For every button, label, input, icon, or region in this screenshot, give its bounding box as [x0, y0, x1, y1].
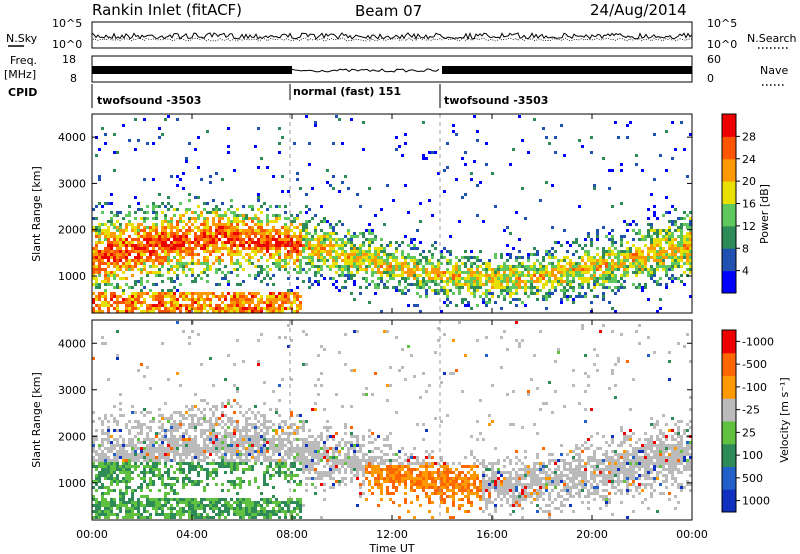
cpid-row: CPID twofsound -3503 normal (fast) 151 t… — [8, 84, 548, 108]
nave-tick-bottom: 0 — [707, 72, 714, 85]
power-colorbar-label: Power [dB] — [758, 184, 771, 244]
cpid-segment-3: twofsound -3503 — [444, 94, 548, 107]
velocity-colorbar-swatch-0 — [722, 489, 736, 513]
power-colorbar-swatch-2 — [722, 225, 736, 249]
power-colorbar-swatch-4 — [722, 181, 736, 204]
power-ylabel: Slant Range [km] — [30, 166, 43, 262]
noise-panel: N.Sky 10^5 10^0 10^5 10^0 N.Search — [6, 17, 797, 51]
freq-tick-top: 18 — [62, 53, 76, 66]
velocity-colorbar-swatch-1 — [722, 466, 736, 490]
x-axis-label: Time UT — [368, 542, 414, 554]
power-colorbar: 4 8 12 16 20 24 28 — [721, 113, 756, 294]
power-ytick-1: 2000 — [58, 224, 86, 237]
velocity-panel: 1000 2000 3000 4000 Slant Range [km] 1000 50… — [30, 114, 791, 554]
x-tick-0: 00:00 — [76, 528, 108, 541]
velocity-ytick-0: 1000 — [58, 477, 86, 490]
velocity-ytick-1: 2000 — [58, 430, 86, 443]
power-colorbar-tick-5: 24 — [742, 153, 756, 166]
velocity-colorbar-tick-4: -25 — [742, 404, 760, 417]
velocity-ytick-2: 3000 — [58, 384, 86, 397]
noise-right-tick-bottom: 10^0 — [707, 38, 737, 51]
power-colorbar-swatch-1 — [722, 248, 736, 272]
power-panel: 1000 2000 3000 4000 Slant Range [km] 4 8 12 16… — [30, 113, 771, 314]
beam-title: Beam 07 — [355, 2, 422, 20]
power-colorbar-tick-4: 20 — [742, 175, 756, 188]
cpid-segment-2: normal (fast) 151 — [293, 85, 401, 98]
power-colorbar-swatch-3 — [722, 203, 736, 227]
power-ytick-0: 1000 — [58, 270, 86, 283]
velocity-colorbar: 1000 500 100 25 -25 -100 -500 -1000 — [721, 329, 774, 513]
velocity-colorbar-swatch-2 — [722, 443, 736, 467]
x-tick-4: 16:00 — [476, 528, 508, 541]
power-heatmap — [92, 114, 692, 313]
velocity-colorbar-tick-0: 1000 — [742, 495, 770, 508]
noise-sky-line — [91, 31, 693, 41]
velocity-colorbar-swatch-5 — [722, 375, 736, 399]
nave-tick-top: 60 — [707, 53, 721, 66]
date-title: 24/Aug/2014 — [590, 1, 687, 19]
velocity-colorbar-tick-6: -500 — [742, 358, 767, 371]
velocity-colorbar-tick-7: -1000 — [742, 335, 774, 348]
frequency-panel: Freq. [MHz] 18 8 60 0 Nave — [4, 53, 788, 86]
noise-left-tick-top: 10^5 — [52, 17, 82, 30]
noise-left-tick-bottom: 10^0 — [52, 38, 82, 51]
x-tick-5: 20:00 — [576, 528, 608, 541]
velocity-colorbar-tick-3: 25 — [742, 426, 756, 439]
power-ytick-2: 3000 — [58, 177, 86, 190]
power-colorbar-tick-1: 8 — [742, 242, 749, 255]
cpid-label: CPID — [8, 86, 37, 99]
station-title: Rankin Inlet (fitACF) — [92, 1, 242, 19]
freq-line-fast — [291, 68, 440, 73]
freq-tick-bottom: 8 — [70, 72, 77, 85]
velocity-ylabel: Slant Range [km] — [30, 372, 43, 468]
power-colorbar-tick-6: 28 — [742, 130, 756, 143]
freq-band-2 — [442, 66, 692, 74]
x-tick-2: 08:00 — [276, 528, 308, 541]
power-colorbar-swatch-7 — [722, 114, 736, 137]
cpid-segment-1: twofsound -3503 — [97, 94, 201, 107]
power-colorbar-tick-3: 16 — [742, 198, 756, 211]
velocity-colorbar-swatch-3 — [722, 421, 736, 445]
power-ytick-3: 4000 — [58, 131, 86, 144]
velocity-colorbar-label: Velocity [m s⁻¹] — [778, 377, 791, 462]
freq-label-bottom: [MHz] — [4, 68, 36, 81]
freq-label-top: Freq. — [10, 54, 37, 67]
power-colorbar-swatch-6 — [722, 136, 736, 160]
noise-right-label: N.Search — [747, 32, 797, 45]
power-colorbar-tick-2: 12 — [742, 220, 756, 233]
power-colorbar-swatch-5 — [722, 158, 736, 182]
noise-left-label: N.Sky — [6, 32, 38, 45]
velocity-colorbar-swatch-6 — [722, 352, 736, 376]
velocity-colorbar-tick-1: 500 — [742, 472, 763, 485]
velocity-colorbar-tick-5: -100 — [742, 381, 767, 394]
noise-right-tick-top: 10^5 — [707, 17, 737, 30]
x-tick-1: 04:00 — [176, 528, 208, 541]
power-colorbar-tick-0: 4 — [742, 265, 749, 278]
velocity-colorbar-tick-2: 100 — [742, 449, 763, 462]
x-tick-3: 12:00 — [376, 528, 408, 541]
nave-label: Nave — [760, 64, 788, 77]
power-colorbar-swatch-0 — [722, 270, 736, 294]
velocity-colorbar-swatch-7 — [722, 330, 736, 354]
velocity-colorbar-swatch-4 — [722, 398, 736, 422]
velocity-heatmap — [92, 320, 692, 520]
x-tick-6: 00:00 — [676, 528, 708, 541]
freq-band-1 — [92, 66, 292, 74]
velocity-ytick-3: 4000 — [58, 337, 86, 350]
